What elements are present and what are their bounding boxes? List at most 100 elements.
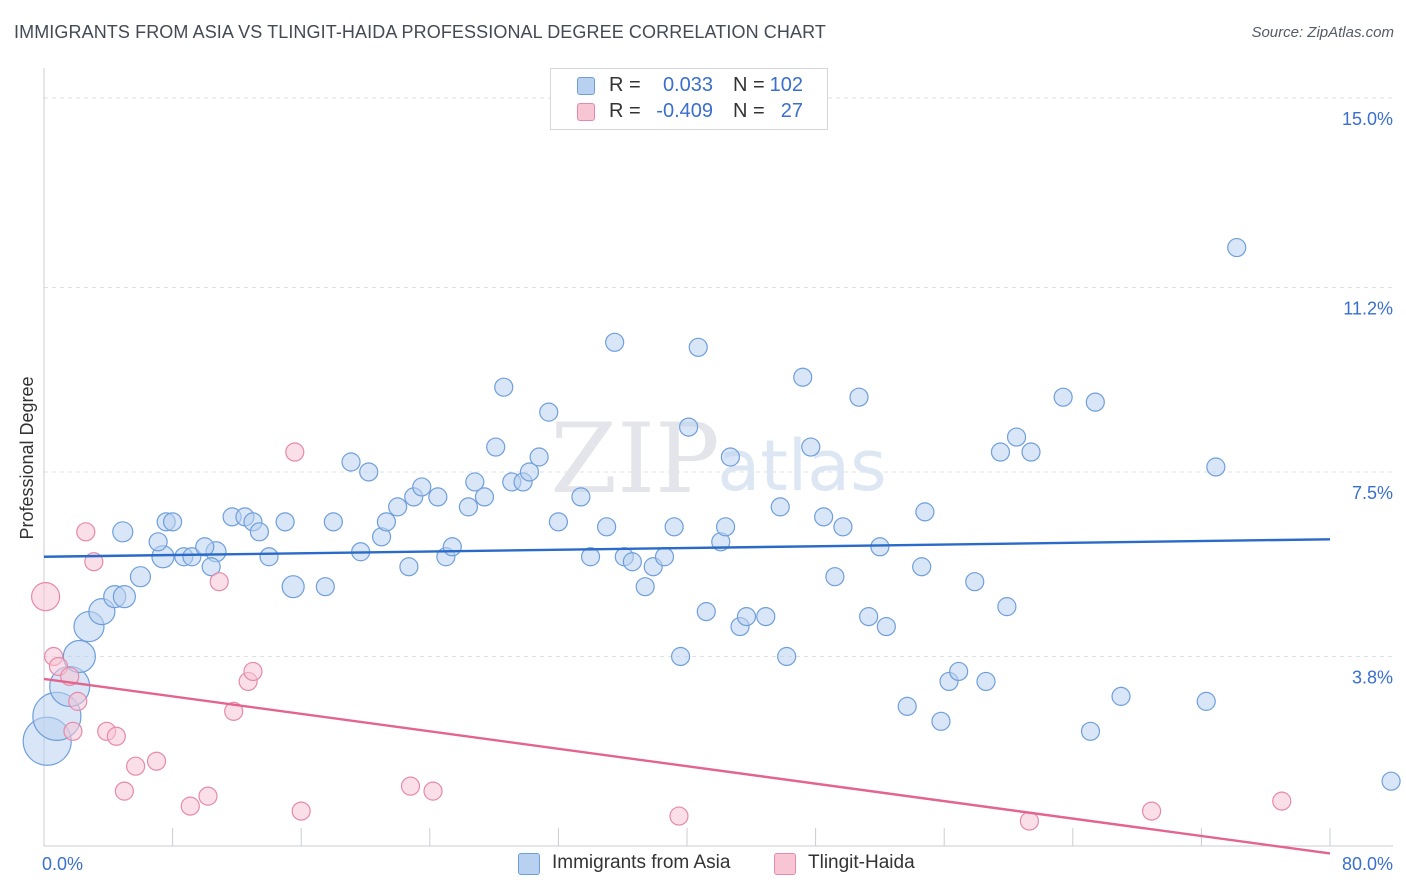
grid-layer xyxy=(44,97,1393,657)
watermark: ZIP atlas xyxy=(550,403,886,515)
watermark-atlas: atlas xyxy=(717,425,886,507)
asia-point xyxy=(635,577,655,597)
asia-point xyxy=(163,512,183,532)
tlingit-point xyxy=(198,786,218,806)
asia-point xyxy=(849,387,869,407)
tlingit-point xyxy=(224,701,244,721)
asia-point xyxy=(965,572,985,592)
asia-point xyxy=(876,616,896,637)
asia-point xyxy=(571,487,591,507)
asia-point xyxy=(597,517,617,537)
trend-layer xyxy=(43,538,1331,855)
asia-point xyxy=(670,646,691,667)
asia-point xyxy=(341,452,361,472)
asia-point xyxy=(833,517,853,537)
asia-point xyxy=(1080,721,1101,741)
y-tick-label: 15.0% xyxy=(1342,109,1393,129)
asia-point xyxy=(720,447,741,467)
y-axis-label: Professional Degree xyxy=(17,376,37,539)
asia-point xyxy=(474,487,495,507)
tlingit-point xyxy=(114,781,134,801)
tlingit-point xyxy=(1141,801,1162,821)
source-credit: Source: ZipAtlas.com xyxy=(1251,24,1394,41)
asia-point xyxy=(870,537,890,557)
asia-point xyxy=(679,417,699,437)
y-tick-label: 3.8% xyxy=(1352,667,1393,687)
y-tick-label: 11.2% xyxy=(1343,298,1393,318)
asia-point xyxy=(182,547,202,567)
asia-point xyxy=(529,447,549,467)
asia-point xyxy=(1006,427,1027,447)
asia-point xyxy=(912,557,932,577)
asia-point xyxy=(990,442,1011,462)
tlingit-point xyxy=(669,806,689,826)
x-tick-label: 80.0% xyxy=(1342,854,1393,874)
asia-point xyxy=(148,532,168,552)
tlingit-point xyxy=(209,572,229,592)
asia-point xyxy=(915,502,935,522)
asia-point xyxy=(539,402,559,422)
asia-point xyxy=(412,477,432,497)
asia-point xyxy=(622,552,642,572)
asia-point xyxy=(859,606,879,627)
x-tick-label: 0.0% xyxy=(42,854,83,874)
legend-r-value: -0.409 xyxy=(656,100,713,122)
legend-r-value: 0.033 xyxy=(662,74,713,96)
asia-point xyxy=(931,711,951,731)
asia-point xyxy=(315,577,335,597)
label-layer: 3.8% 7.5% 11.2% 15.0% 0.0% 80.0% Professional … xyxy=(17,109,1393,874)
asia-point xyxy=(1206,457,1226,477)
tlingit-point xyxy=(1019,811,1039,831)
asia-point xyxy=(976,671,996,692)
asia-point xyxy=(997,597,1017,617)
asia-point xyxy=(1021,442,1041,462)
legend-label-tlingit: Tlingit-Haida xyxy=(808,852,915,873)
asia-point xyxy=(376,512,396,532)
y-tick-label: 7.5% xyxy=(1352,483,1393,503)
asia-point xyxy=(465,472,485,492)
chart-title: IMMIGRANTS FROM ASIA VS TLINGIT-HAIDA PR… xyxy=(14,22,826,42)
tlingit-point xyxy=(76,522,96,542)
asia-point xyxy=(195,537,215,557)
tlingit-point xyxy=(31,582,61,612)
asia-trend-line xyxy=(43,538,1331,558)
asia-point xyxy=(696,602,716,622)
tlingit-point xyxy=(106,726,126,746)
asia-point xyxy=(548,512,569,532)
tlingit-point xyxy=(423,781,443,801)
legend-swatch-asia xyxy=(577,77,595,95)
asia-point xyxy=(793,367,813,387)
asia-point xyxy=(1111,686,1131,706)
asia-point xyxy=(825,567,845,587)
asia-point xyxy=(519,462,540,482)
legend-row-asia: R = 0.033 N = 102 xyxy=(551,74,827,100)
asia-point xyxy=(605,332,625,352)
asia-point xyxy=(275,512,295,532)
asia-point xyxy=(736,606,757,627)
tlingit-point xyxy=(68,691,88,711)
legend-n-value: 27 xyxy=(780,100,803,122)
asia-point xyxy=(201,557,221,577)
asia-point xyxy=(442,537,462,557)
asia-point xyxy=(654,547,675,567)
asia-point xyxy=(1053,387,1073,407)
asia-point xyxy=(1196,691,1216,711)
asia-point xyxy=(949,661,969,682)
tlingit-point xyxy=(146,751,167,771)
asia-point xyxy=(259,547,279,567)
correlation-legend: R = 0.033 N = 102 R = -0.409 N = 27 xyxy=(550,68,828,130)
asia-point xyxy=(777,646,797,667)
tlingit-point xyxy=(400,776,421,796)
asia-point xyxy=(359,462,379,482)
asia-point xyxy=(129,566,152,588)
asia-point xyxy=(281,575,305,599)
asia-point xyxy=(399,557,419,577)
tlingit-point xyxy=(1272,791,1292,811)
legend-label-asia: Immigrants from Asia xyxy=(552,852,731,873)
legend-swatch-tlingit xyxy=(577,103,595,121)
asia-point xyxy=(715,517,736,537)
legend-swatch-tlingit xyxy=(774,853,796,875)
tlingit-point xyxy=(291,801,311,821)
asia-point xyxy=(428,487,448,507)
tlingit-point xyxy=(180,796,200,816)
